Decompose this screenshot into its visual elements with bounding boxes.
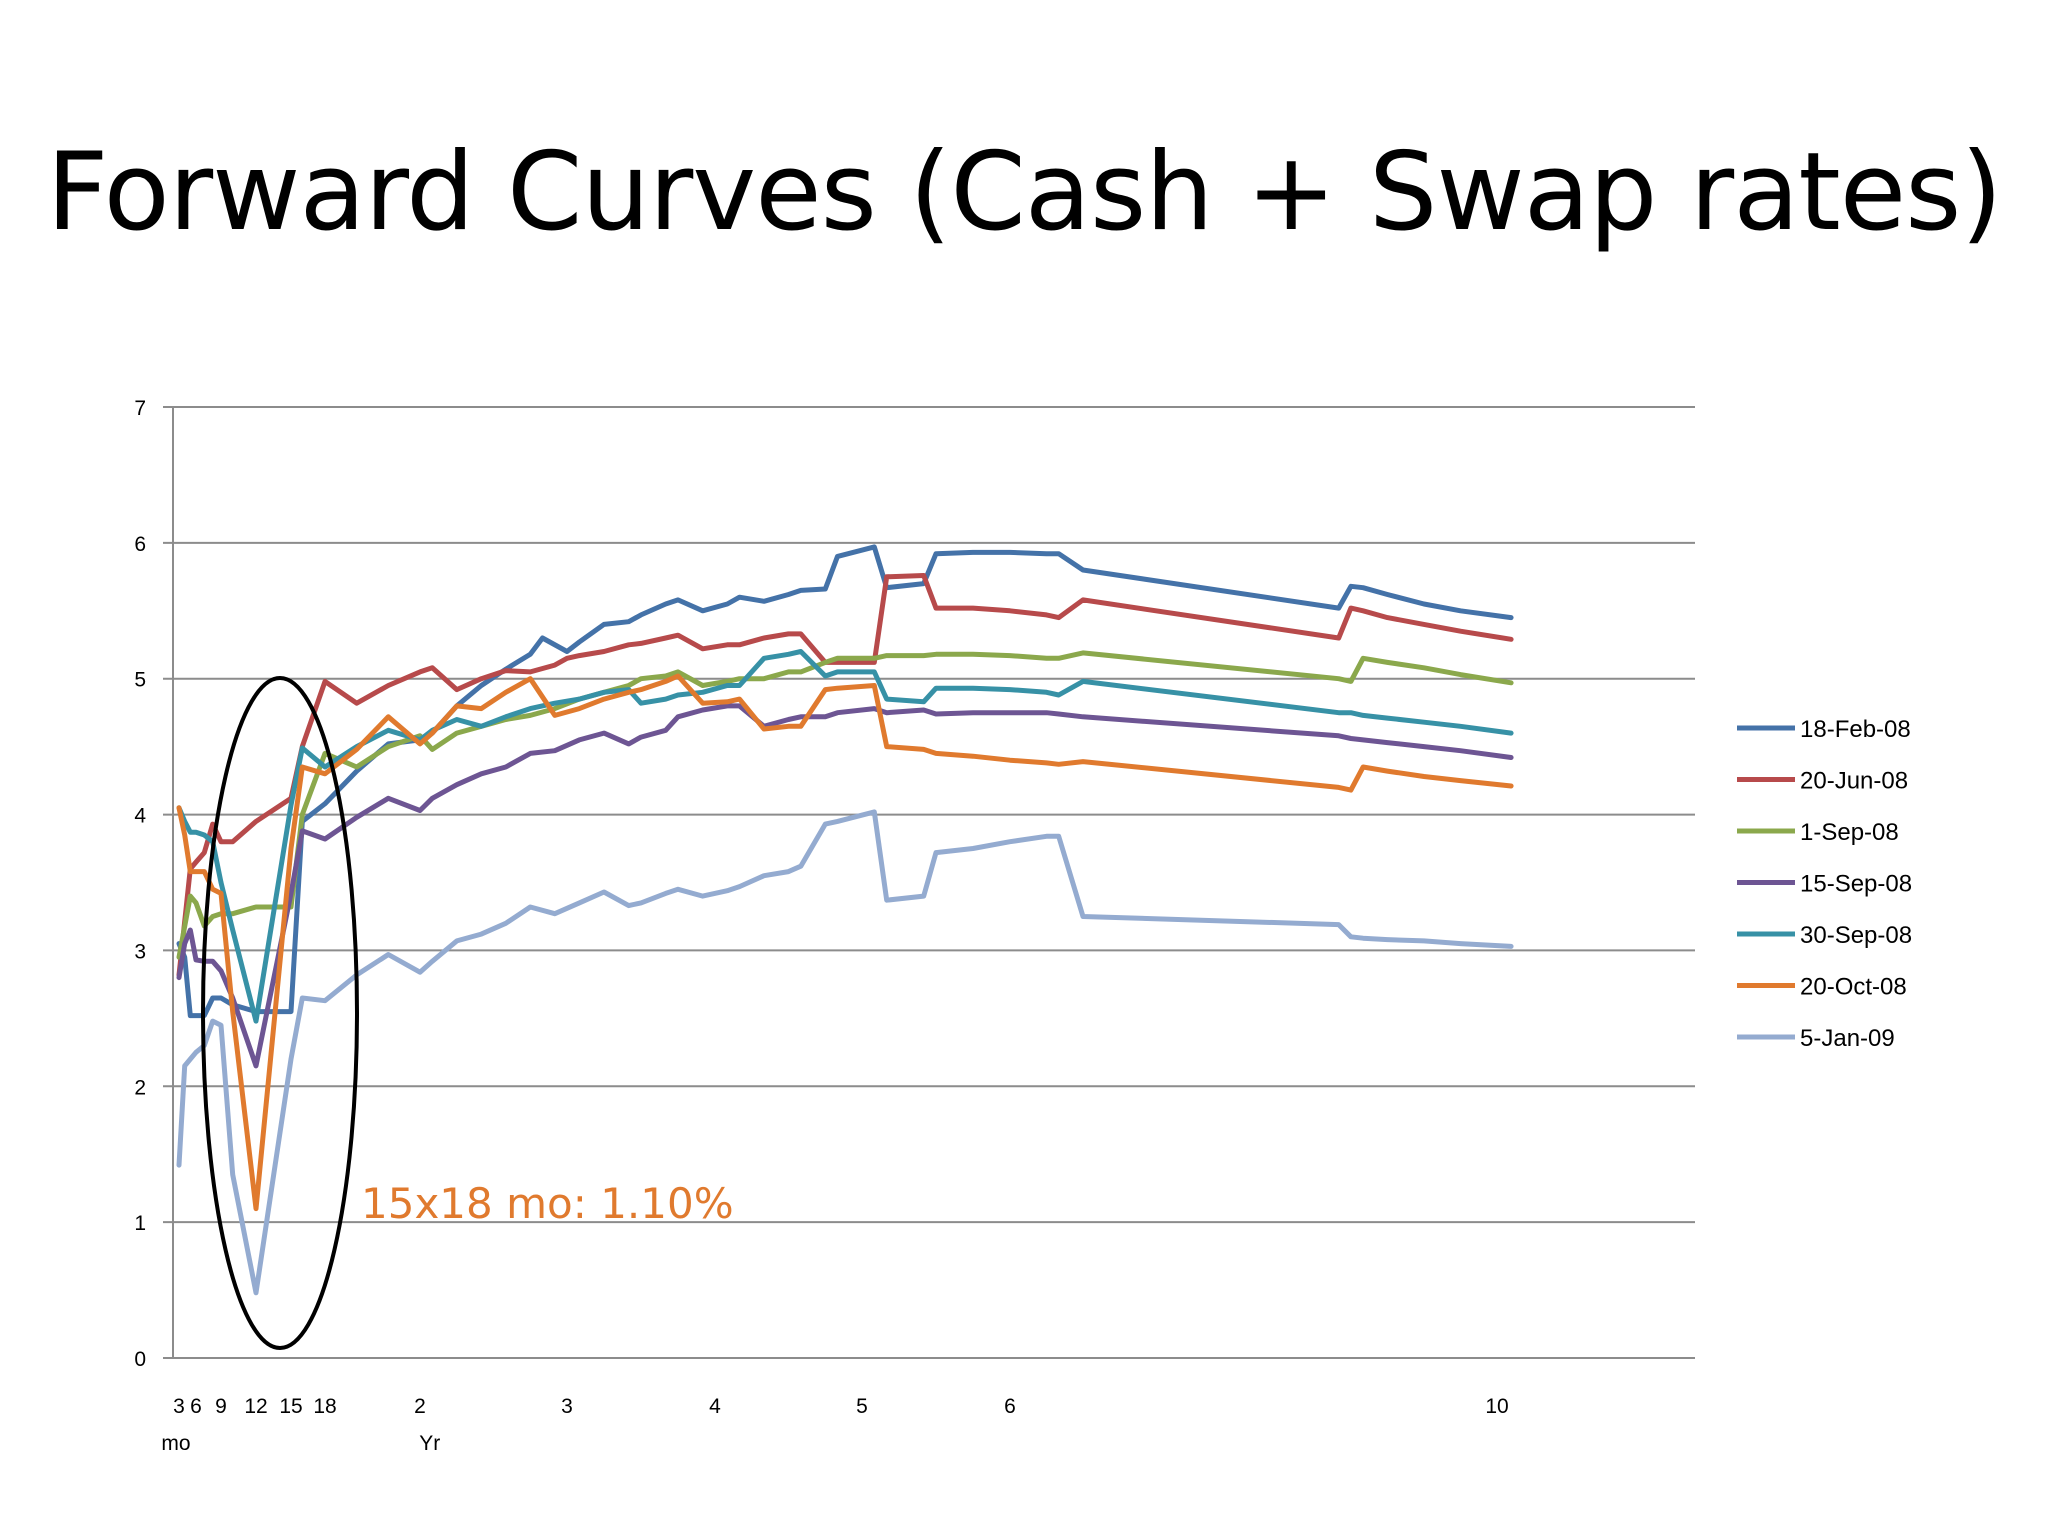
legend-label: 5-Jan-09 bbox=[1800, 1025, 1895, 1052]
x-tick-label: 3 bbox=[173, 1395, 185, 1418]
legend-label: 18-Feb-08 bbox=[1800, 716, 1911, 743]
y-tick-label: 6 bbox=[134, 533, 146, 556]
highlight-ellipse bbox=[201, 676, 359, 1350]
x-tick-label: 15 bbox=[279, 1395, 302, 1418]
legend-label: 30-Sep-08 bbox=[1800, 922, 1912, 949]
x-tick-label: 3 bbox=[561, 1395, 573, 1418]
x-tick-label: 9 bbox=[215, 1395, 227, 1418]
series-line-20-Jun-08 bbox=[176, 573, 1514, 978]
legend: 18-Feb-08 20-Jun-08 1-Sep-08 15-Sep-08 30-Se… bbox=[1737, 716, 1912, 1052]
x-tick-label: 18 bbox=[313, 1395, 336, 1418]
y-tick-label: 2 bbox=[134, 1076, 146, 1099]
slide-title: Forward Curves (Cash + Swap rates) bbox=[46, 130, 2002, 255]
series-line-20-Oct-08 bbox=[176, 673, 1514, 1212]
x-unit-label: mo bbox=[161, 1432, 190, 1455]
y-axis-ticks: 0 1 2 3 4 5 6 7 bbox=[134, 397, 146, 1371]
series-line-18-Feb-08 bbox=[176, 544, 1514, 1019]
y-tick-label: 7 bbox=[134, 397, 146, 420]
series-line-15-Sep-08 bbox=[176, 703, 1514, 1069]
x-tick-label: 2 bbox=[414, 1395, 426, 1418]
y-tick-label: 1 bbox=[134, 1212, 146, 1235]
x-tick-label: 10 bbox=[1485, 1395, 1508, 1418]
series-line-5-Jan-09 bbox=[176, 809, 1514, 1296]
x-tick-label: 6 bbox=[190, 1395, 202, 1418]
y-tick-label: 5 bbox=[134, 669, 146, 692]
x-tick-label: 6 bbox=[1004, 1395, 1016, 1418]
gridlines bbox=[163, 406, 1695, 1359]
legend-label: 1-Sep-08 bbox=[1800, 819, 1899, 846]
series-lines bbox=[176, 544, 1514, 1296]
legend-label: 20-Jun-08 bbox=[1800, 768, 1908, 795]
x-unit-label: Yr bbox=[419, 1432, 440, 1455]
legend-label: 20-Oct-08 bbox=[1800, 974, 1907, 1001]
annotation-15x18: 15x18 mo: 1.10% bbox=[361, 1179, 734, 1228]
x-tick-label: 5 bbox=[856, 1395, 868, 1418]
x-tick-label: 12 bbox=[244, 1395, 267, 1418]
y-tick-label: 4 bbox=[134, 805, 146, 828]
y-tick-label: 3 bbox=[134, 940, 146, 963]
legend-label: 15-Sep-08 bbox=[1800, 871, 1912, 898]
x-tick-label: 4 bbox=[709, 1395, 721, 1418]
y-tick-label: 0 bbox=[134, 1348, 146, 1371]
series-line-30-Sep-08 bbox=[176, 649, 1514, 1024]
